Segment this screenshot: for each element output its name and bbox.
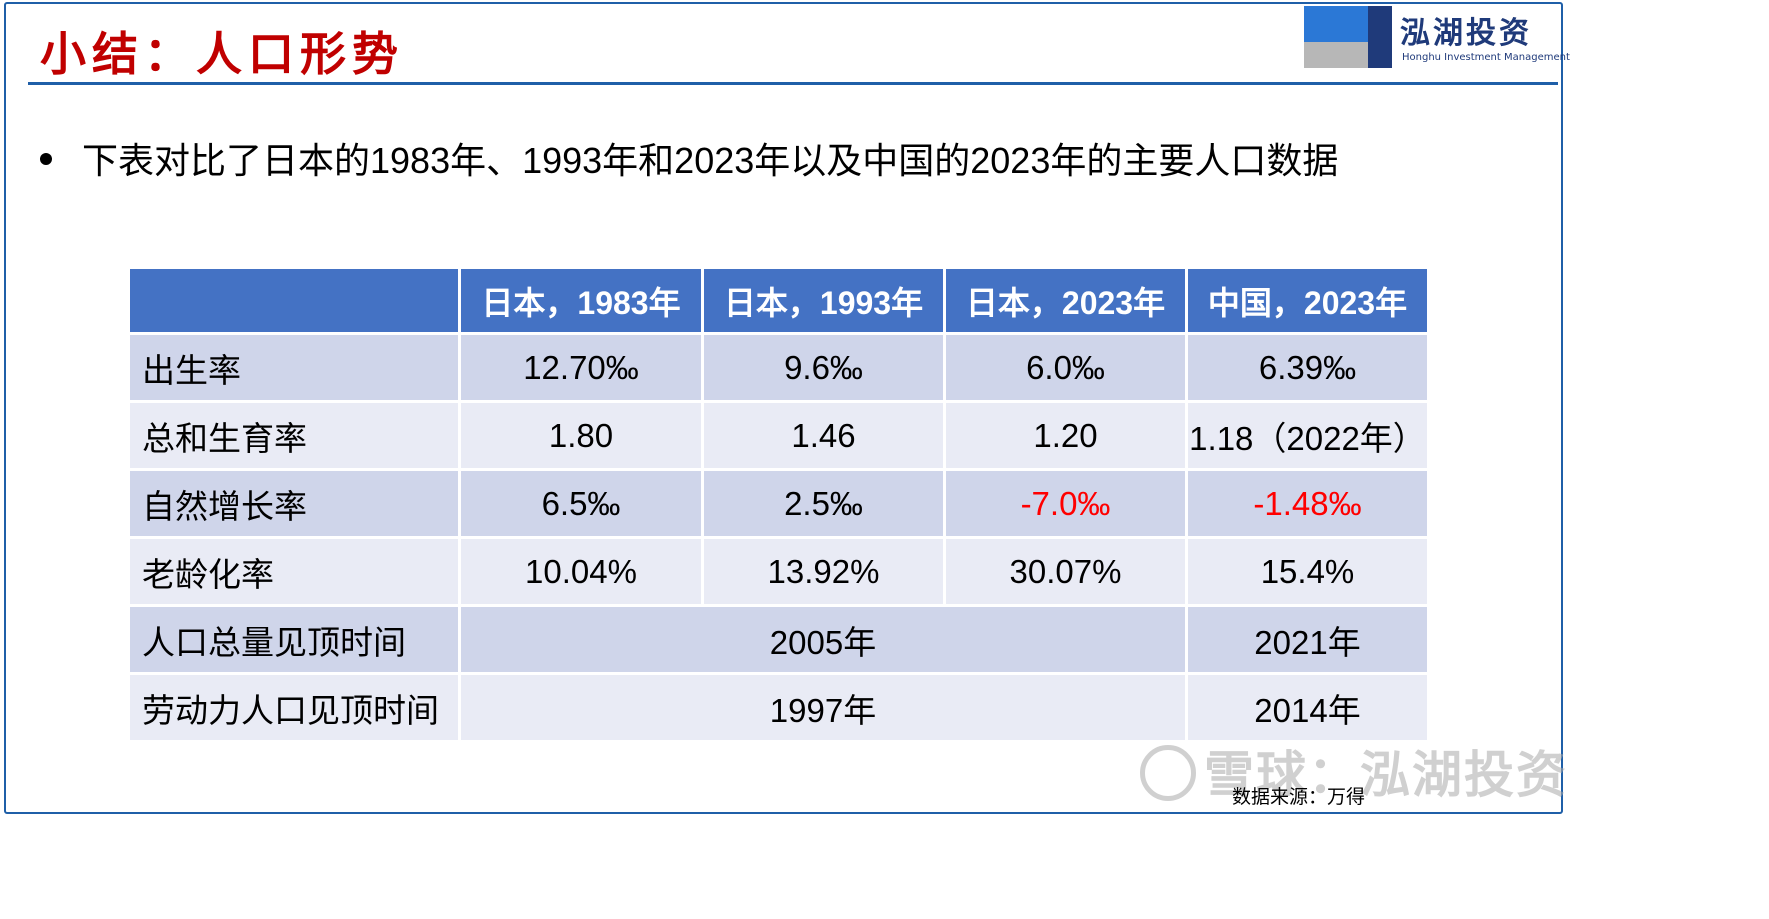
table-cell: 1.80 [458, 400, 704, 471]
slide-frame [4, 2, 1563, 814]
table-row: 人口总量见顶时间 2005年 2021年 [127, 604, 1430, 675]
column-header: 日本，1983年 [458, 266, 704, 335]
row-label: 自然增长率 [127, 468, 461, 539]
table-cell: 6.5‰ [458, 468, 704, 539]
column-header: 日本，1993年 [701, 266, 946, 335]
population-table: 日本，1983年 日本，1993年 日本，2023年 中国，2023年 出生率 … [127, 266, 1430, 743]
table-row: 总和生育率 1.80 1.46 1.20 1.18（2022年） [127, 400, 1430, 471]
column-header [127, 266, 461, 335]
data-source-note: 数据来源：万得 [1232, 786, 1366, 808]
table-cell: 30.07% [943, 536, 1188, 607]
table-cell: 2021年 [1185, 604, 1430, 675]
logo-name-en: Honghu Investment Management [1402, 52, 1570, 63]
table-cell: 6.39‰ [1185, 332, 1430, 403]
table-cell-merged: 1997年 [458, 672, 1188, 743]
bullet-dot-icon [40, 153, 52, 166]
row-label: 出生率 [127, 332, 461, 403]
logo-name-cn: 泓湖投资 [1400, 16, 1532, 51]
table-row: 老龄化率 10.04% 13.92% 30.07% 15.4% [127, 536, 1430, 607]
bullet-text: 下表对比了日本的1983年、1993年和2023年以及中国的2023年的主要人口… [82, 140, 1339, 181]
table-cell: 10.04% [458, 536, 704, 607]
table-cell: 2.5‰ [701, 468, 946, 539]
table-cell: 6.0‰ [943, 332, 1188, 403]
table-cell: 1.20 [943, 400, 1188, 471]
table-header-row: 日本，1983年 日本，1993年 日本，2023年 中国，2023年 [127, 266, 1430, 335]
row-label: 劳动力人口见顶时间 [127, 672, 461, 743]
bullet-point: 下表对比了日本的1983年、1993年和2023年以及中国的2023年的主要人口… [40, 132, 1338, 184]
column-header: 日本，2023年 [943, 266, 1188, 335]
table-cell-negative: -1.48‰ [1185, 468, 1430, 539]
watermark-text: 雪球：泓湖投资 [1204, 746, 1568, 804]
table-cell: 9.6‰ [701, 332, 946, 403]
table-row: 自然增长率 6.5‰ 2.5‰ -7.0‰ -1.48‰ [127, 468, 1430, 539]
table-row: 劳动力人口见顶时间 1997年 2014年 [127, 672, 1430, 743]
table-cell: 12.70‰ [458, 332, 704, 403]
logo-block-navy [1368, 6, 1392, 68]
table-cell: 15.4% [1185, 536, 1430, 607]
table-cell: 2014年 [1185, 672, 1430, 743]
table-cell-negative: -7.0‰ [943, 468, 1188, 539]
table-row: 出生率 12.70‰ 9.6‰ 6.0‰ 6.39‰ [127, 332, 1430, 403]
company-logo: 泓湖投资 Honghu Investment Management [1304, 4, 1570, 68]
column-header: 中国，2023年 [1185, 266, 1430, 335]
row-label: 人口总量见顶时间 [127, 604, 461, 675]
slide-title: 小结：人口形势 [40, 27, 404, 81]
table-cell: 1.46 [701, 400, 946, 471]
row-label: 老龄化率 [127, 536, 461, 607]
table-cell-merged: 2005年 [458, 604, 1188, 675]
table-cell: 13.92% [701, 536, 946, 607]
table-cell: 1.18（2022年） [1185, 400, 1430, 471]
xueqiu-watermark: 雪球：泓湖投资 [1140, 735, 1568, 807]
row-label: 总和生育率 [127, 400, 461, 471]
xueqiu-logo-icon [1140, 744, 1196, 801]
title-divider [28, 82, 1558, 85]
